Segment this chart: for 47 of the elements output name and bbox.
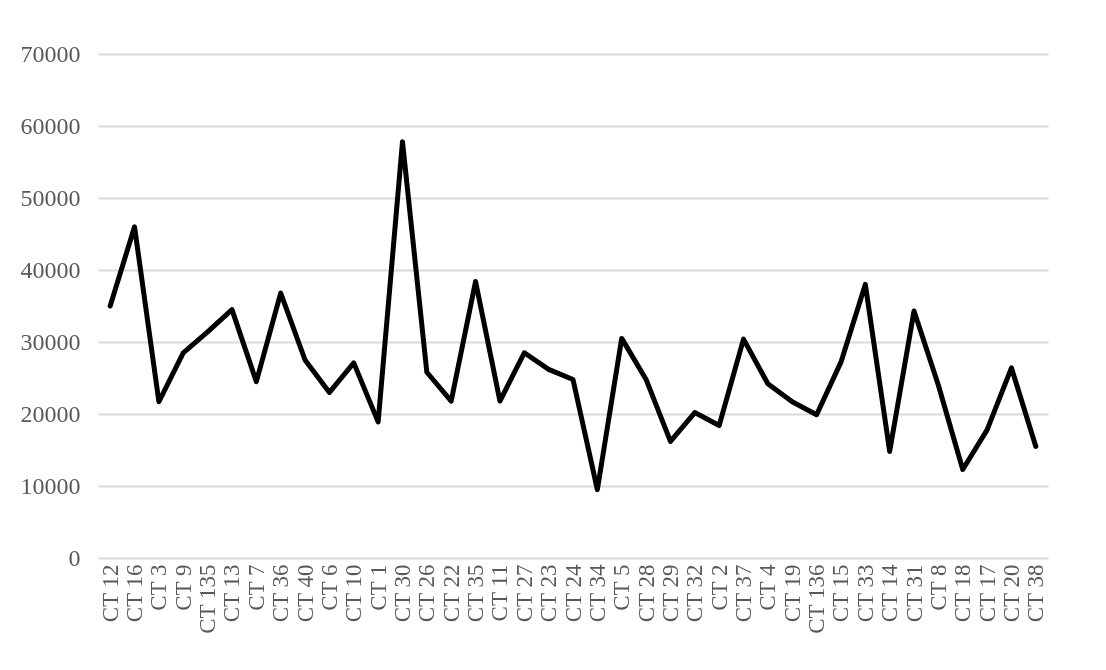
x-tick-label: CT 35 <box>463 564 489 623</box>
x-tick-label: CT 13 <box>219 564 245 623</box>
x-tick-label: CT 14 <box>877 564 903 623</box>
x-tick-label: CT 15 <box>828 564 854 623</box>
x-tick-label: CT 17 <box>974 564 1000 623</box>
x-tick-label: CT 26 <box>414 564 440 623</box>
y-tick-label: 10000 <box>20 472 81 499</box>
x-tick-label: CT 5 <box>609 564 635 611</box>
x-tick-label: CT 32 <box>682 564 708 623</box>
x-tick-label: CT 20 <box>998 564 1024 623</box>
x-tick-label: CT 27 <box>511 564 537 623</box>
x-tick-label: CT 36 <box>268 564 294 623</box>
y-tick-label: 40000 <box>20 256 81 283</box>
x-tick-label: CT 23 <box>536 564 562 623</box>
x-tick-label: CT 33 <box>852 564 878 623</box>
x-tick-label: CT 18 <box>950 564 976 623</box>
x-tick-label: CT 24 <box>560 564 586 623</box>
x-tick-label: CT 34 <box>584 564 610 623</box>
y-tick-label: 70000 <box>20 40 81 67</box>
x-tick-label: CT 9 <box>170 564 196 611</box>
x-tick-label: CT 16 <box>122 564 148 623</box>
x-tick-label: CT 136 <box>804 564 830 634</box>
x-tick-label: CT 19 <box>779 564 805 623</box>
x-tick-label: CT 30 <box>389 564 415 623</box>
x-tick-label: CT 31 <box>901 564 927 623</box>
x-tick-label: CT 38 <box>1023 564 1049 623</box>
x-tick-label: CT 3 <box>146 564 172 611</box>
x-tick-label: CT 8 <box>925 564 951 611</box>
x-tick-label: CT 22 <box>438 564 464 623</box>
x-tick-label: CT 10 <box>341 564 367 623</box>
x-tick-label: CT 7 <box>243 564 269 611</box>
y-tick-label: 50000 <box>20 184 81 211</box>
x-tick-label: CT 11 <box>487 564 513 622</box>
x-tick-label: CT 37 <box>731 564 757 623</box>
x-tick-label: CT 4 <box>755 564 781 611</box>
x-tick-label: CT 2 <box>706 564 732 611</box>
x-tick-label: CT 29 <box>657 564 683 623</box>
x-tick-label: CT 135 <box>195 564 221 634</box>
x-tick-label: CT 12 <box>97 564 123 623</box>
y-tick-label: 20000 <box>20 400 81 427</box>
y-tick-label: 0 <box>68 544 81 571</box>
x-tick-label: CT 40 <box>292 564 318 623</box>
x-tick-label: CT 28 <box>633 564 659 623</box>
x-tick-label: CT 1 <box>365 564 391 611</box>
y-tick-label: 60000 <box>20 112 81 139</box>
y-tick-label: 30000 <box>20 328 81 355</box>
x-tick-label: CT 6 <box>316 564 342 611</box>
